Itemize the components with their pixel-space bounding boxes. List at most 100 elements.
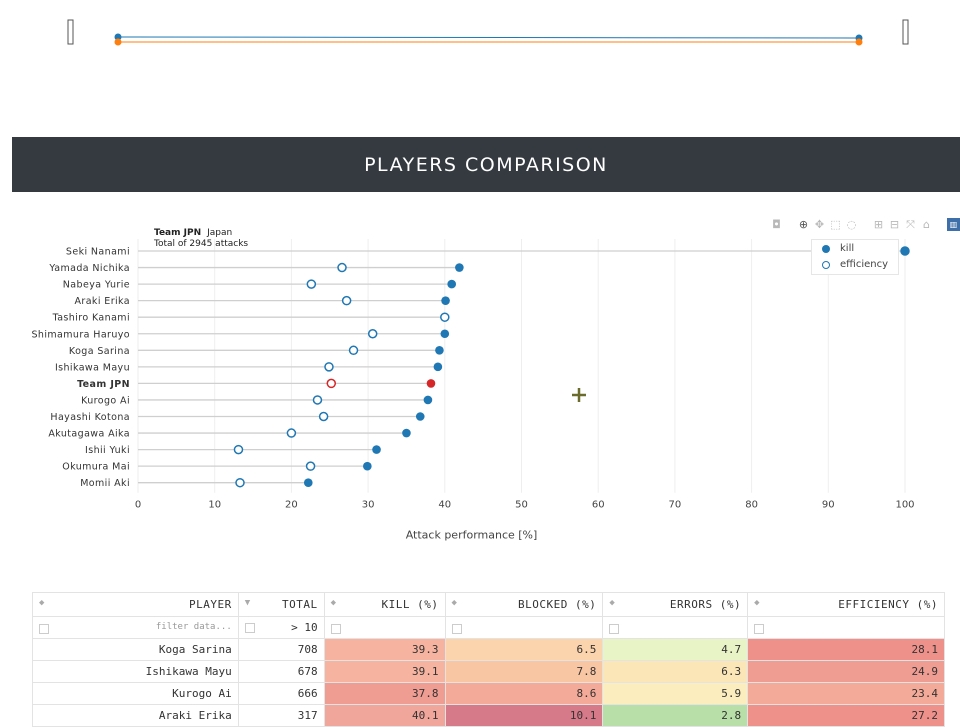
kill-point[interactable] [363,461,372,471]
chart-subtitle: Total of 2945 attacks [153,239,248,249]
filter-toggle-icon[interactable] [244,623,255,633]
box-select-icon[interactable]: ⬚ [830,218,841,231]
sort-icon[interactable]: ◆ [39,598,45,608]
x-tick-label: 20 [285,500,298,511]
sort-icon[interactable]: ◆ [330,598,337,608]
efficiency-point[interactable] [440,312,450,322]
range-point [114,33,122,41]
range-handle-right[interactable] [902,19,909,45]
kill-point[interactable] [426,379,436,388]
chart-legend[interactable]: kill efficiency [811,239,899,275]
kill-point[interactable] [435,346,444,355]
plotly-logo-icon[interactable]: ▥ [947,218,960,231]
table-cell-player: Araki Erika [32,704,239,727]
efficiency-point[interactable] [233,444,244,455]
filter-toggle-icon[interactable] [451,623,462,634]
filter-total-input[interactable]: > 10 [237,616,325,639]
players-dot-chart[interactable]: 0 10 20 30 40 50 60 70 80 90 100 Attack performance… [0,205,960,565]
efficiency-point[interactable] [286,428,297,438]
column-header-kill[interactable]: ◆ KILL (%) [323,592,446,617]
filter-toggle-icon[interactable] [609,623,620,634]
range-point [114,38,122,46]
x-tick-label: 0 [135,500,141,511]
range-slider[interactable] [0,0,960,80]
efficiency-point[interactable] [367,329,378,339]
kill-point[interactable] [900,246,910,256]
sort-icon[interactable]: ◆ [754,598,761,608]
zoom-out-icon[interactable]: ⊟ [889,218,900,231]
table-cell-errors: 2.8 [602,704,749,727]
kill-point[interactable] [423,395,433,405]
table-cell-kill: 39.3 [323,638,446,661]
players-table: ◆ PLAYER ▼ TOTAL ◆ KILL (%) ◆ BLOCKED (%) ◆ E… [32,592,945,727]
filter-efficiency-input[interactable] [747,616,945,639]
camera-icon[interactable]: ◘ [772,218,781,231]
table-header-row: ◆ PLAYER ▼ TOTAL ◆ KILL (%) ◆ BLOCKED (%) ◆ E… [32,592,945,617]
zoom-icon[interactable]: ⊕ [798,218,809,231]
lasso-icon[interactable]: ◌ [846,218,857,231]
efficiency-point[interactable] [326,378,337,389]
table-row[interactable]: Kurogo Ai 666 37.8 8.6 5.9 23.4 [32,682,945,705]
efficiency-point[interactable] [337,262,347,273]
filter-toggle-icon[interactable] [39,623,49,634]
table-cell-blocked: 6.5 [444,638,604,661]
x-tick-label: 80 [745,500,758,511]
y-tick-label: Ishikawa Mayu [55,362,130,373]
filter-errors-input[interactable] [602,616,749,639]
home-icon[interactable]: ⌂ [923,218,930,231]
efficiency-point[interactable] [306,279,317,289]
table-row[interactable]: Araki Erika 317 40.1 10.1 2.8 27.2 [32,704,945,727]
column-header-blocked[interactable]: ◆ BLOCKED (%) [444,592,604,617]
kill-point[interactable] [447,279,457,289]
legend-item-kill[interactable]: kill [822,241,898,256]
table-cell-eff: 23.4 [747,682,945,705]
filter-blocked-input[interactable] [444,616,604,639]
table-cell-blocked: 10.1 [444,704,604,727]
y-tick-label: Team JPN [77,379,130,390]
table-row[interactable]: Ishikawa Mayu 678 39.1 7.8 6.3 24.9 [32,660,945,683]
efficiency-point[interactable] [341,295,352,306]
efficiency-point[interactable] [235,477,245,488]
kill-point[interactable] [441,296,450,305]
kill-marker-icon [822,244,830,253]
column-header-errors[interactable]: ◆ ERRORS (%) [602,592,749,617]
kill-point[interactable] [303,478,313,488]
x-tick-label: 10 [208,500,221,511]
column-header-efficiency[interactable]: ◆ EFFICIENCY (%) [747,592,945,617]
legend-item-efficiency[interactable]: efficiency [822,257,898,272]
kill-point[interactable] [415,412,425,421]
efficiency-point[interactable] [324,362,334,372]
y-tick-label: Tashiro Kanami [52,313,130,324]
y-tick-label: Momii Aki [80,478,130,489]
kill-point[interactable] [433,362,443,372]
kill-point[interactable] [440,329,450,339]
efficiency-point[interactable] [305,461,316,471]
kill-point[interactable] [402,428,411,438]
y-tick-label: Okumura Mai [62,462,130,473]
sort-icon[interactable]: ◆ [451,598,458,608]
efficiency-point[interactable] [348,345,359,356]
column-header-total[interactable]: ▼ TOTAL [237,592,325,617]
sort-desc-icon[interactable]: ▼ [244,598,251,608]
autoscale-icon[interactable]: ⤧ [906,218,915,231]
table-row[interactable]: Koga Sarina 708 39.3 6.5 4.7 28.1 [32,638,945,661]
zoom-in-icon[interactable]: ⊞ [873,218,884,231]
x-tick-label: 100 [895,500,914,511]
filter-player-input[interactable]: filter data... [32,616,239,639]
x-tick-label: 30 [362,500,375,511]
table-cell-total: 317 [237,704,325,727]
kill-point[interactable] [372,445,381,454]
efficiency-point[interactable] [312,395,323,405]
table-cell-player: Koga Sarina [32,638,239,661]
column-header-player[interactable]: ◆ PLAYER [32,592,239,617]
range-point [855,38,863,46]
filter-toggle-icon[interactable] [330,623,341,634]
range-handle-left[interactable] [67,19,74,45]
pan-icon[interactable]: ✥ [814,218,825,231]
filter-kill-input[interactable] [323,616,446,639]
filter-toggle-icon[interactable] [754,623,765,634]
efficiency-point[interactable] [318,411,329,422]
sort-icon[interactable]: ◆ [609,598,616,608]
kill-point[interactable] [455,263,464,272]
table-cell-total: 666 [237,682,325,705]
